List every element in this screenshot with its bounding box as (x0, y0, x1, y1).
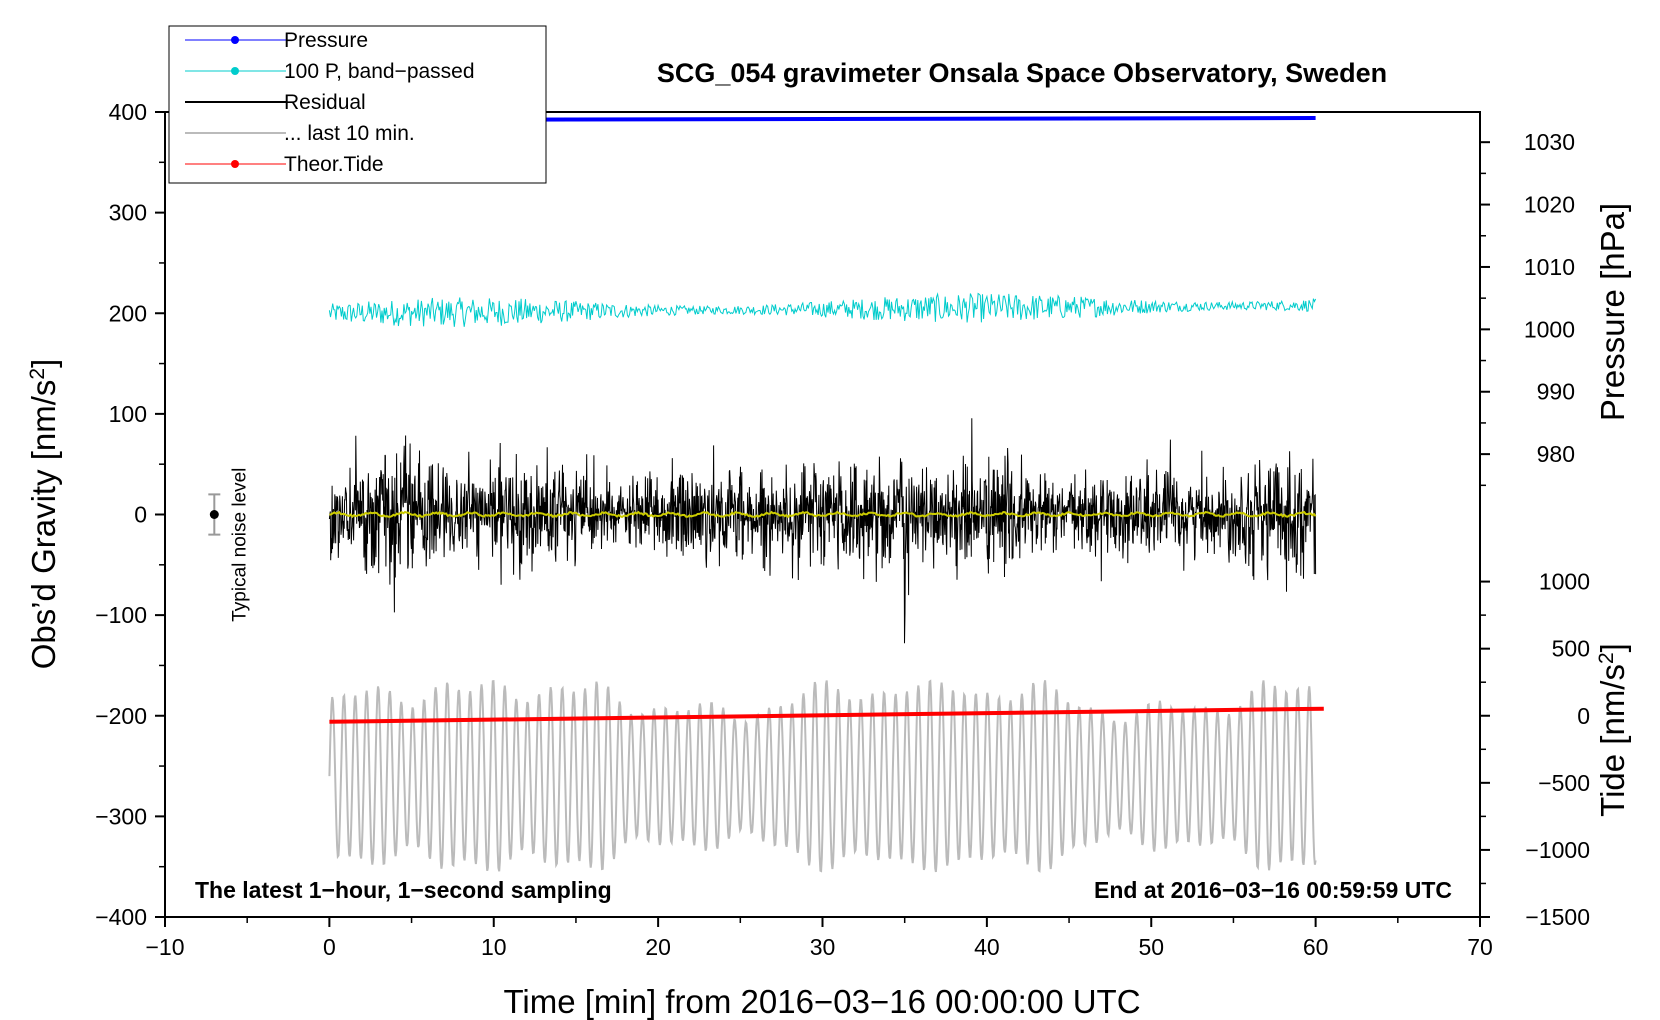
y-axis-title-left-sup: 2 (26, 368, 49, 380)
tide-tick-label: −1500 (1525, 904, 1590, 930)
x-tick-label: −10 (145, 934, 184, 960)
tide-tick-label: 1000 (1539, 569, 1590, 595)
y-tick-label: −100 (95, 602, 147, 628)
y-axis-title-tide: Tide [nm/s2] (1594, 643, 1631, 817)
x-tick-label: 10 (481, 934, 507, 960)
series-last-10-min-line (328, 679, 1317, 873)
pressure-axis-ticks: 1030 1020 1010 1000 990 980 (1480, 129, 1575, 487)
y-axis-title-tide-main: Tide [nm/s (1594, 664, 1631, 817)
y-tick-label: 100 (109, 401, 147, 427)
pressure-tick-label: 1010 (1524, 254, 1575, 280)
x-tick-label: 40 (974, 934, 1000, 960)
x-tick-label: 50 (1138, 934, 1164, 960)
tide-axis-ticks: 1000 500 0 −500 −1000 −1500 (1480, 569, 1590, 930)
legend-label: Pressure (284, 29, 368, 52)
legend-marker (231, 160, 239, 168)
footer-left: The latest 1−hour, 1−second sampling (195, 877, 612, 903)
series-band-passed-pressure-line (328, 292, 1317, 327)
pressure-tick-label: 990 (1537, 379, 1575, 405)
y-axis-title-left: Obs’d Gravity [nm/s2] (25, 359, 62, 670)
footer-right: End at 2016−03−16 00:59:59 UTC (1094, 877, 1452, 903)
tide-tick-label: 500 (1552, 636, 1590, 662)
pressure-tick-label: 1020 (1524, 192, 1575, 218)
y-axis-title-left-main: Obs’d Gravity [nm/s (25, 380, 62, 670)
y-tick-label: 300 (109, 200, 147, 226)
y-tick-label: −400 (95, 904, 147, 930)
x-tick-label: 30 (810, 934, 836, 960)
y-tick-label: 400 (109, 99, 147, 125)
y-tick-label: 0 (134, 502, 147, 528)
legend-marker (231, 67, 239, 75)
legend-label: ... last 10 min. (284, 122, 415, 145)
legend-box (168, 25, 547, 184)
y-tick-label: −300 (95, 803, 147, 829)
series-residual-mean-line (329, 510, 1317, 519)
x-tick-label: 70 (1467, 934, 1493, 960)
legend-label: Theor.Tide (284, 153, 384, 176)
x-tick-label: 0 (323, 934, 336, 960)
y-tick-label: 200 (109, 300, 147, 326)
x-axis-title: Time [min] from 2016−03−16 00:00:00 UTC (503, 983, 1140, 1020)
legend-label: Residual (284, 91, 366, 114)
y-axis-title-pressure: Pressure [hPa] (1594, 203, 1631, 421)
x-tick-label: 60 (1303, 934, 1329, 960)
legend-label: 100 P, band−passed (284, 60, 475, 83)
x-tick-label: 20 (645, 934, 671, 960)
tide-tick-label: −500 (1538, 770, 1590, 796)
y-axis-ticks: 400 300 200 100 0 −100 −200 −300 −400 (95, 99, 165, 930)
pressure-tick-label: 1000 (1524, 316, 1575, 342)
series-residual-line (328, 418, 1317, 644)
noise-label: Typical noise level (229, 468, 250, 622)
noise-indicator: Typical noise level (208, 468, 250, 622)
series-layer (328, 116, 1324, 873)
y-axis-title-tide-end: ] (1594, 643, 1631, 652)
series-theoretical-tide-line (329, 706, 1324, 724)
chart-title: SCG_054 gravimeter Onsala Space Observat… (657, 58, 1387, 88)
legend: Pressure 100 P, band−passed Residual ... la… (168, 25, 547, 184)
tide-tick-label: 0 (1577, 703, 1590, 729)
noise-point (209, 510, 219, 519)
pressure-tick-label: 980 (1537, 441, 1575, 467)
y-tick-label: −200 (95, 703, 147, 729)
x-axis-ticks: −10 0 10 20 30 40 50 60 70 (145, 917, 1493, 960)
y-axis-title-tide-sup: 2 (1595, 652, 1618, 664)
legend-marker (231, 36, 239, 44)
y-axis-title-left-end: ] (25, 359, 62, 368)
pressure-tick-label: 1030 (1524, 129, 1575, 155)
tide-tick-label: −1000 (1525, 837, 1590, 863)
